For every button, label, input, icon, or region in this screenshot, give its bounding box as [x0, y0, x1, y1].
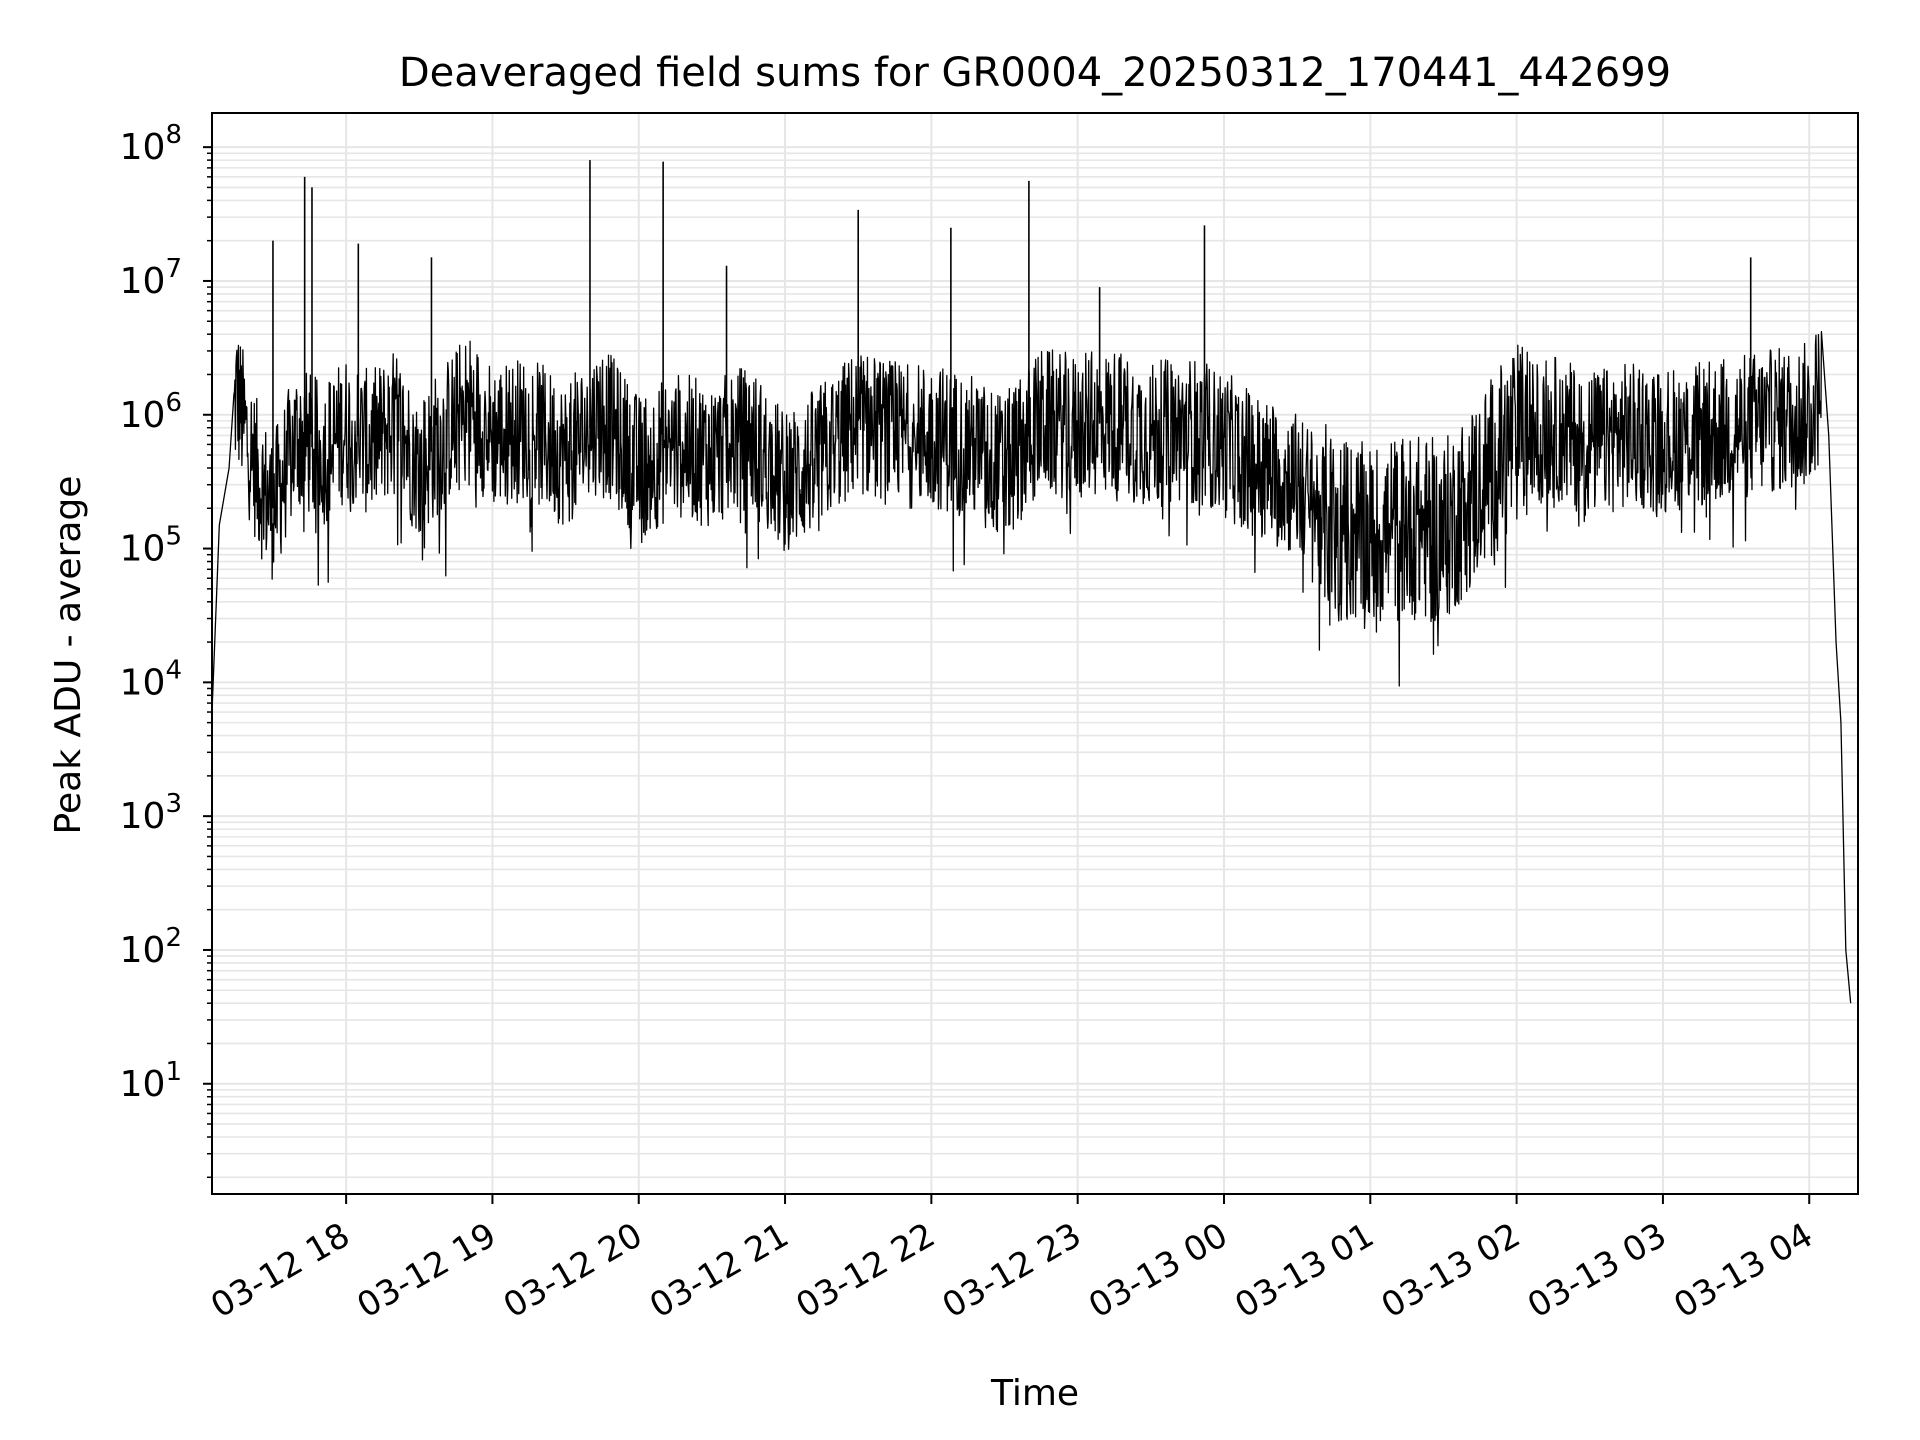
y-tick-label: 106 [120, 388, 182, 436]
y-tick-label: 108 [120, 120, 182, 168]
y-tick-label: 102 [120, 923, 182, 971]
grid-layer [212, 113, 1858, 1194]
y-tick-label: 103 [120, 789, 182, 837]
y-tick-label: 105 [120, 522, 182, 570]
y-tick-label: 107 [120, 254, 182, 302]
y-axis-label: Peak ADU - average [48, 476, 89, 835]
series-layer [211, 160, 1852, 1004]
chart-title: Deaveraged field sums for GR0004_2025031… [399, 50, 1671, 96]
plot-frame [211, 112, 1859, 1195]
y-tick-label: 104 [120, 655, 182, 703]
x-axis-label: Time [990, 1373, 1079, 1414]
y-tick-label: 101 [120, 1057, 182, 1105]
